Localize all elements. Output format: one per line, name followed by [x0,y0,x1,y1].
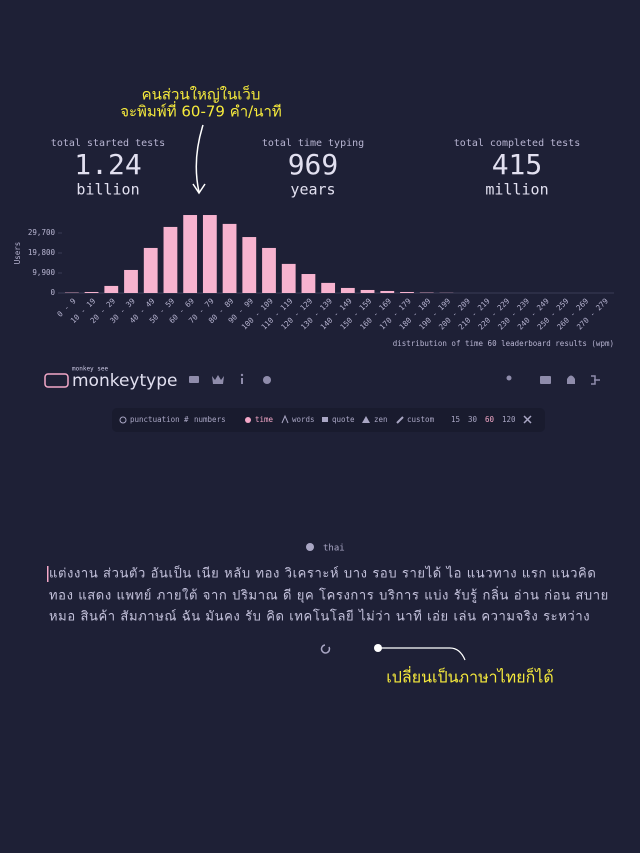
mode-icon [281,414,289,424]
annotation: คนส่วนใหญ่ในเว็บ [142,85,261,104]
globe-icon [306,543,314,551]
logout-icon[interactable] [591,375,600,385]
duration-option[interactable]: 120 [502,415,516,424]
stat-unit: billion [76,181,139,199]
bar [360,289,375,293]
annotation: จะพิมพ์ที่ 60-79 คำ/นาที [120,101,282,121]
logo-icon[interactable] [44,373,69,388]
y-tick-label: 9,900 [32,268,55,277]
bar [340,287,355,293]
notification-badge[interactable] [540,376,551,384]
duration-option[interactable]: 60 [485,415,495,424]
bell-icon[interactable] [567,375,575,385]
restart-icon[interactable] [320,644,331,654]
mode-bar [112,408,545,432]
bar [143,247,158,293]
mode-icon [362,416,370,423]
stat-unit: years [290,181,335,199]
mode-option[interactable]: punctuation [130,415,180,424]
bar [222,223,237,293]
bar [400,291,414,293]
bar [321,282,336,293]
mode-option[interactable]: numbers [194,415,226,424]
mode-icon [322,417,328,422]
bar [104,285,119,293]
bar [183,215,198,293]
stat-label: total started tests [51,138,165,149]
bar [301,274,316,293]
mode-icon [119,416,127,424]
mode-option[interactable]: quote [332,415,355,424]
mode-option[interactable]: custom [407,415,435,424]
bar [380,290,395,293]
logo[interactable]: monkeytype [72,371,177,391]
custom-duration-icon[interactable] [523,415,532,424]
stat-label: total time typing [262,138,364,149]
word-line: หมอ สินค้า สัมภาษณ์ ฉัน มันคง รับ คิด เท… [49,609,590,625]
bar [242,237,257,293]
arrow [192,124,206,195]
bar [281,263,296,293]
x-axis-label: distribution of time 60 leaderboard resu… [393,339,614,348]
bar [163,226,178,293]
word-line: แต่งงาน ส่วนตัว อันเป็น เนีย หลับ ทอง วิ… [49,564,596,582]
stat-value: 969 [288,148,339,181]
y-tick-label: 0 [50,288,55,297]
mode-option[interactable]: zen [374,415,388,424]
keyboard-icon[interactable] [189,376,199,383]
stat-value: 415 [492,148,543,181]
mode-option[interactable]: time [255,415,274,424]
stat-label: total completed tests [454,138,580,149]
mode-icon [396,416,404,424]
about-dot [240,373,244,377]
y-axis-label: Users [13,242,22,265]
bar [262,247,276,293]
y-tick-label: 19,800 [28,248,56,257]
pointer-line [378,647,466,661]
about-icon[interactable] [241,378,243,384]
mode-icon [245,417,251,423]
mode-option[interactable]: words [292,415,315,424]
logo-subtitle: monkey see [72,366,109,373]
bar [124,269,138,293]
leaderboard-icon[interactable] [212,375,224,384]
bar [202,215,217,293]
stat-value: 1.24 [74,148,141,181]
word-line: ทอง แสดง แพทย์ ภายใต้ จาก ปริมาณ ดี ยุค … [49,587,609,604]
language[interactable]: thai [323,544,345,554]
settings-icon[interactable] [263,376,271,384]
mode-icon: # [184,415,189,424]
y-tick-label: 29,700 [28,228,56,237]
duration-option[interactable]: 30 [468,415,478,424]
stat-unit: million [485,181,548,199]
bar [84,291,99,293]
duration-option[interactable]: 15 [451,415,460,424]
caret [47,566,49,582]
account-icon[interactable] [506,375,512,381]
annotation: เปลี่ยนเป็นภาษาไทยก็ได้ [386,666,553,687]
